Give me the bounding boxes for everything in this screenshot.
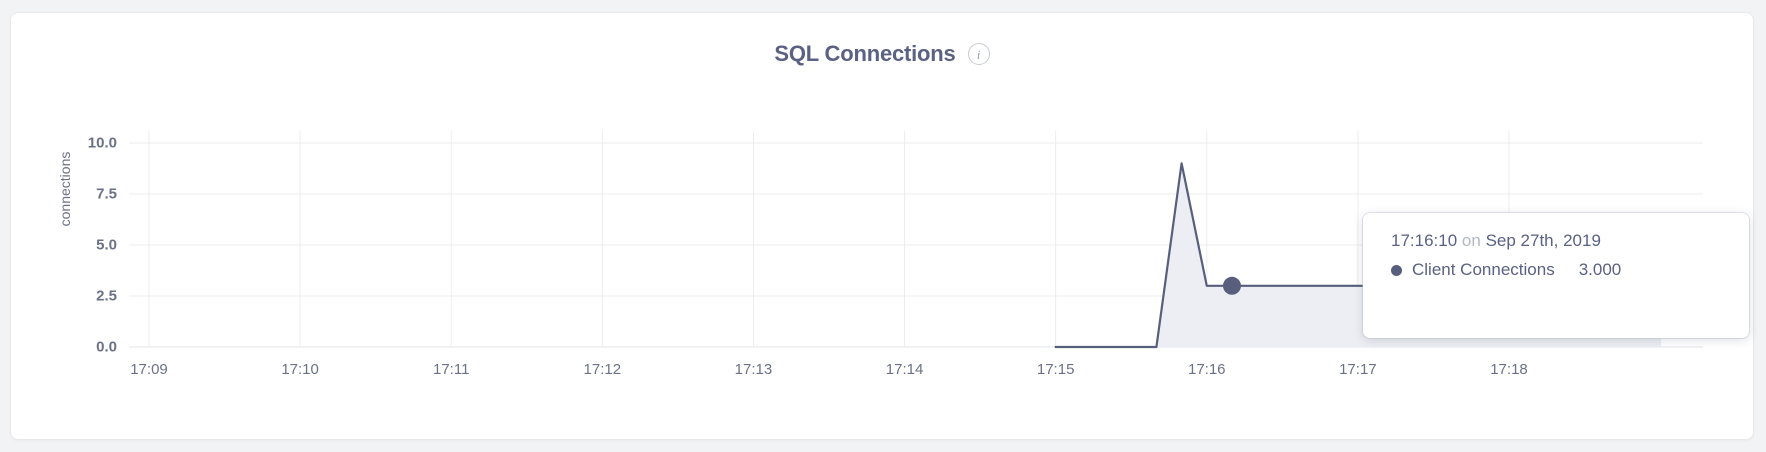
y-axis-tick: 7.5 bbox=[96, 185, 117, 203]
chart-tooltip: 17:16:10 on Sep 27th, 2019 Client Connec… bbox=[1363, 213, 1749, 338]
highlighted-data-point[interactable] bbox=[1222, 276, 1241, 295]
tooltip-time: 17:16:10 bbox=[1391, 231, 1458, 250]
tooltip-series-label: Client Connections bbox=[1412, 260, 1555, 279]
tooltip-on-word: on bbox=[1461, 231, 1481, 250]
x-axis-tick: 17:18 bbox=[1490, 361, 1528, 378]
x-axis-tick: 17:15 bbox=[1036, 361, 1075, 378]
x-axis-tick: 17:14 bbox=[885, 361, 924, 378]
page-title: SQL Connections bbox=[774, 41, 956, 66]
x-axis-tick: 17:17 bbox=[1339, 361, 1377, 378]
x-axis-tick: 17:09 bbox=[130, 361, 168, 378]
y-axis-tick: 10.0 bbox=[87, 134, 117, 152]
chart-header: SQL Connections i bbox=[11, 41, 1753, 67]
tooltip-timestamp: 17:16:10 on Sep 27th, 2019 bbox=[1391, 231, 1723, 251]
series-color-dot-icon bbox=[1391, 264, 1402, 276]
x-axis-tick: 17:12 bbox=[583, 361, 622, 378]
tooltip-series-row: Client Connections 3.000 bbox=[1391, 260, 1723, 280]
tooltip-series-value: 3.000 bbox=[1578, 260, 1622, 279]
x-axis-tick: 17:16 bbox=[1187, 361, 1226, 378]
x-axis-tick: 17:13 bbox=[734, 361, 773, 378]
info-icon[interactable]: i bbox=[967, 43, 990, 65]
y-axis-tick: 5.0 bbox=[96, 236, 117, 254]
y-axis-tick: 0.0 bbox=[96, 338, 117, 356]
x-axis-tick: 17:10 bbox=[281, 361, 319, 378]
sql-connections-card: SQL Connections i connections 0.0 2.5 5.0 7… bbox=[10, 12, 1754, 440]
tooltip-date: Sep 27th, 2019 bbox=[1485, 231, 1601, 250]
x-axis-tick: 17:11 bbox=[433, 361, 470, 378]
y-axis-tick: 2.5 bbox=[96, 287, 117, 305]
y-axis-label: connections bbox=[57, 151, 73, 227]
